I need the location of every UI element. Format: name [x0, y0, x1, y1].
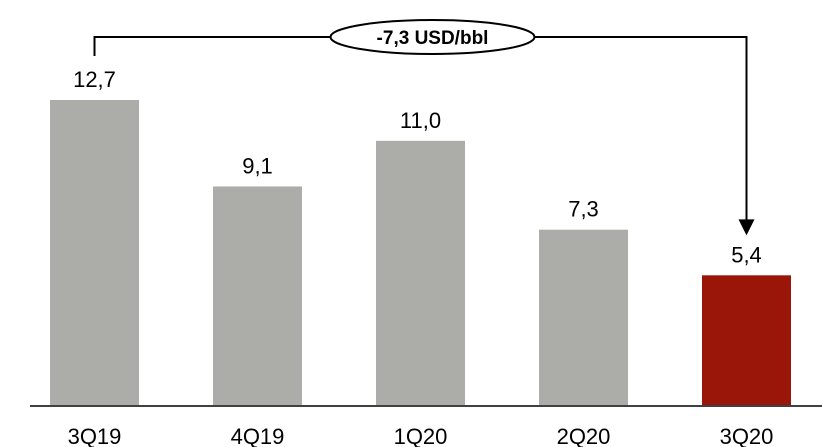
bar-1q20 — [376, 140, 465, 405]
bar-4q19 — [213, 186, 302, 405]
x-tick-label-3q19: 3Q19 — [68, 424, 122, 447]
bars-layer — [50, 100, 791, 405]
x-tick-label-1q20: 1Q20 — [394, 424, 448, 447]
x-tick-label-4q19: 4Q19 — [231, 424, 285, 447]
value-label-4q19: 9,1 — [242, 153, 273, 178]
bar-3q20 — [702, 275, 791, 405]
value-labels-layer: 12,7 9,1 11,0 7,3 5,4 — [73, 67, 762, 267]
annotation-ellipse — [329, 19, 536, 55]
value-label-2q20: 7,3 — [568, 197, 599, 222]
x-tick-labels-layer: 3Q19 4Q19 1Q20 2Q20 3Q20 — [68, 424, 774, 447]
bar-3q19 — [50, 100, 139, 405]
value-label-3q20: 5,4 — [731, 242, 762, 267]
annotation-arrowhead — [738, 219, 755, 236]
annotation-label: -7,3 USD/bbl — [377, 28, 489, 49]
value-label-1q20: 11,0 — [400, 108, 441, 133]
value-label-3q19: 12,7 — [73, 67, 116, 92]
x-tick-label-2q20: 2Q20 — [557, 424, 611, 447]
x-tick-label-3q20: 3Q20 — [720, 424, 774, 447]
change-annotation: -7,3 USD/bbl — [93, 19, 755, 236]
bar-2q20 — [539, 229, 628, 405]
